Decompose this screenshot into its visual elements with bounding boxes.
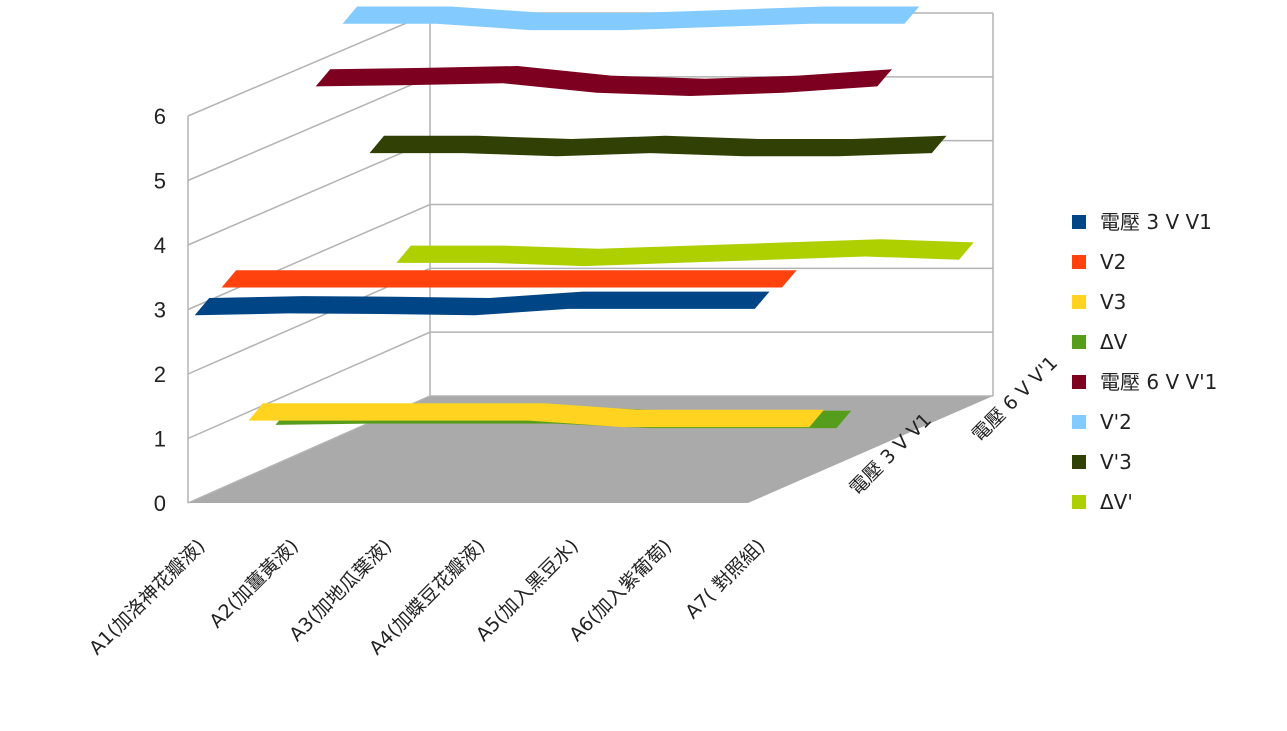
series-ribbon-3 [248,403,824,428]
legend-label-6: V'2 [1100,410,1132,434]
legend-swatch-2 [1072,255,1086,269]
x-tick-label-2: A2(加薑黃液) [205,535,303,633]
legend-swatch-7 [1072,455,1086,469]
legend-swatch-5 [1072,375,1086,389]
legend-swatch-3 [1072,295,1086,309]
legend-label-8: ΔV' [1100,490,1133,514]
gridline-5 [187,76,993,182]
legend-label-7: V'3 [1100,450,1132,474]
legend-swatch-6 [1072,415,1086,429]
x-tick-label-1: A1(加洛神花瓣液) [85,535,209,659]
y-tick-label-5: 5 [154,169,166,194]
data-series-group [194,6,974,429]
series-ribbon-6 [342,6,920,31]
legend-swatch-1 [1072,215,1086,229]
legend-label-4: ΔV [1100,330,1128,354]
legend-label-3: V3 [1100,290,1126,314]
x-tick-label-6: A6(加入紫葡萄) [565,535,676,646]
series-ribbon-7 [369,135,947,157]
x-tick-label-7: A7( 對照組) [681,535,769,623]
series-ribbon-2 [221,270,797,288]
y-axis-ticks: 0 1 2 3 4 5 6 [154,104,166,516]
legend-label-1: 電壓 3 V V1 [1100,210,1212,234]
legend-swatch-8 [1072,495,1086,509]
gridline-4 [187,139,993,246]
y-tick-label-1: 1 [154,427,166,452]
y-tick-label-2: 2 [154,362,166,387]
y-tick-label-4: 4 [154,233,166,258]
series-ribbon-1 [194,291,770,316]
x-axis-ticks: A1(加洛神花瓣液)A2(加薑黃液)A3(加地瓜葉液)A4(加蝶豆花瓣液)A5(… [85,535,769,659]
legend: 電壓 3 V V1 V2 V3 ΔV 電壓 6 V V'1 V'2 V'3 ΔV' [1072,210,1217,514]
series-ribbon-8 [396,239,974,267]
legend-label-5: 電壓 6 V V'1 [1100,370,1217,394]
y-tick-label-0: 0 [154,491,166,516]
series-ribbon-5 [315,66,892,96]
y-tick-label-3: 3 [154,298,166,323]
y-tick-label-6: 6 [154,104,166,129]
legend-swatch-4 [1072,335,1086,349]
legend-label-2: V2 [1100,250,1126,274]
